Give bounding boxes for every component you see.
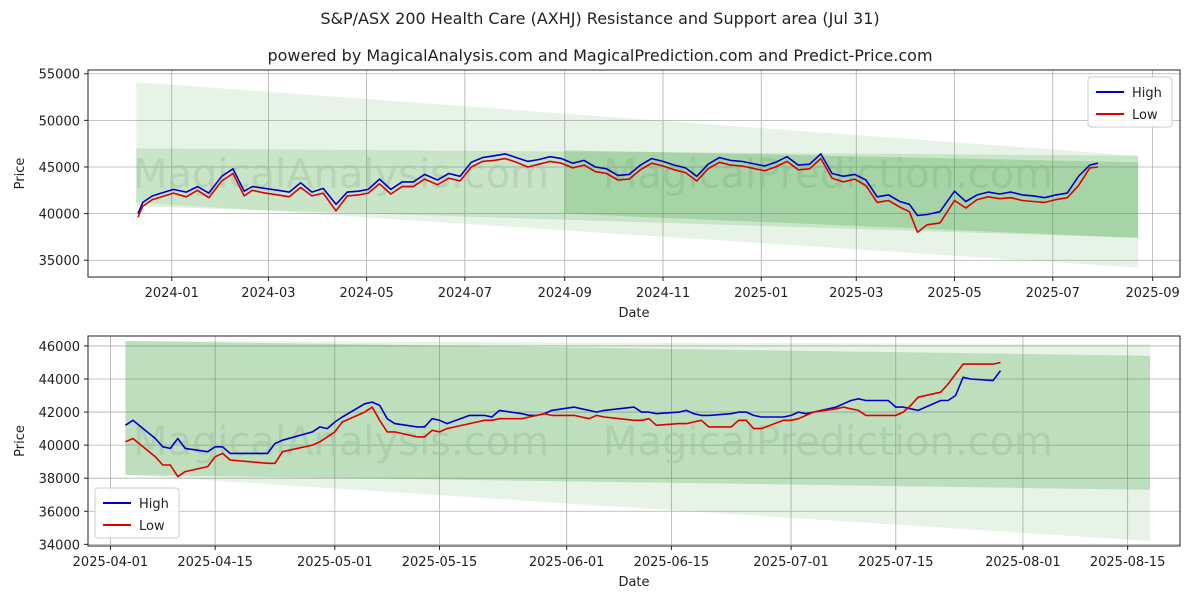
x-tick-label: 2025-06-01 xyxy=(529,555,605,570)
x-tick-label: 2024-05 xyxy=(339,286,393,301)
x-tick-label: 2025-07-15 xyxy=(858,555,934,570)
y-tick-label: 45000 xyxy=(39,161,80,176)
legend-label-low: Low xyxy=(1132,108,1158,123)
x-tick-label: 2025-01 xyxy=(734,286,788,301)
watermark-prediction: MagicalPrediction.com xyxy=(603,152,1053,198)
x-tick-label: 2024-01 xyxy=(145,286,199,301)
band-inner-band xyxy=(564,150,1139,238)
legend: High Low xyxy=(1087,76,1173,128)
x-tick-label: 2025-07-01 xyxy=(753,555,829,570)
y-tick-label: 42000 xyxy=(39,406,80,421)
legend-box xyxy=(94,487,180,539)
x-axis-label: Date xyxy=(618,575,649,590)
x-tick-label: 2025-08-01 xyxy=(985,555,1061,570)
chart-panel-2: MagicalAnalysis.com MagicalPrediction.com… xyxy=(13,335,1181,590)
y-axis-label: Price xyxy=(13,425,28,457)
chart-panel-1: MagicalAnalysis.com MagicalPrediction.com… xyxy=(13,68,1181,321)
band-medium-band xyxy=(136,148,1139,238)
x-tick-label: 2024-03 xyxy=(241,286,295,301)
series-line-low xyxy=(125,361,1001,478)
legend-label-high: High xyxy=(1132,86,1162,101)
y-tick-label: 38000 xyxy=(39,472,80,487)
x-tick-label: 2024-09 xyxy=(538,286,592,301)
x-tick-label: 2025-05-15 xyxy=(402,555,478,570)
band-wide-band xyxy=(136,82,1139,268)
y-tick-label: 46000 xyxy=(39,340,80,355)
y-tick-label: 35000 xyxy=(39,254,80,269)
chart-title: S&P/ASX 200 Health Care (AXHJ) Resistanc… xyxy=(320,9,880,28)
x-tick-label: 2025-04-15 xyxy=(177,555,253,570)
legend: High Low xyxy=(94,487,180,539)
legend-label-high: High xyxy=(139,497,169,512)
x-tick-label: 2025-05-01 xyxy=(297,555,373,570)
x-tick-label: 2025-04-01 xyxy=(73,555,149,570)
y-axis-label: Price xyxy=(13,158,28,190)
legend-label-low: Low xyxy=(139,519,165,534)
y-tick-label: 55000 xyxy=(39,68,80,83)
x-tick-label: 2024-11 xyxy=(636,286,690,301)
series-line-low xyxy=(137,157,1098,233)
y-tick-label: 40000 xyxy=(39,439,80,454)
watermark-analysis: MagicalAnalysis.com xyxy=(133,152,549,198)
band-inner-band xyxy=(125,340,1151,490)
y-tick-label: 36000 xyxy=(39,505,80,520)
y-tick-label: 40000 xyxy=(39,208,80,223)
y-tick-label: 50000 xyxy=(39,114,80,129)
x-tick-label: 2025-08-15 xyxy=(1090,555,1166,570)
x-tick-label: 2025-06-15 xyxy=(634,555,710,570)
x-tick-label: 2024-07 xyxy=(438,286,492,301)
y-tick-label: 44000 xyxy=(39,373,80,388)
x-axis-label: Date xyxy=(618,306,649,321)
band-outer-band xyxy=(125,340,1151,542)
x-tick-label: 2025-05 xyxy=(927,286,981,301)
y-tick-label: 34000 xyxy=(39,538,80,553)
band-group xyxy=(124,340,1151,542)
chart-subtitle: powered by MagicalAnalysis.com and Magic… xyxy=(267,46,933,65)
band-group xyxy=(136,82,1139,268)
series-line-high xyxy=(137,153,1099,217)
watermark-analysis: MagicalAnalysis.com xyxy=(133,419,549,465)
series-line-high xyxy=(124,370,1002,455)
legend-box xyxy=(1087,76,1173,128)
plot-frame xyxy=(87,69,1181,278)
x-tick-label: 2025-07 xyxy=(1026,286,1080,301)
plot-frame xyxy=(87,335,1181,547)
x-tick-label: 2025-03 xyxy=(829,286,883,301)
x-tick-label: 2025-09 xyxy=(1125,286,1179,301)
watermark-prediction: MagicalPrediction.com xyxy=(603,419,1053,465)
